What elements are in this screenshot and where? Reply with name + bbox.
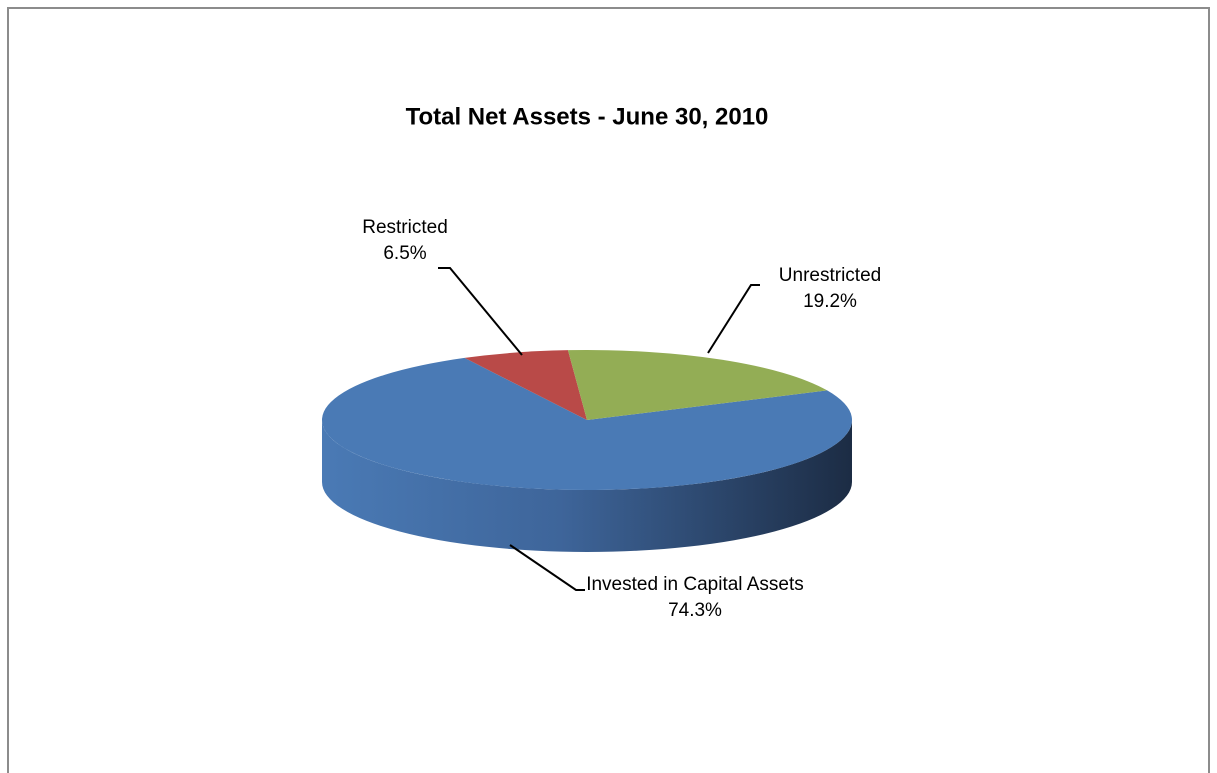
pie-side (322, 420, 852, 552)
leader-line (438, 267, 523, 356)
slice-value: 6.5% (383, 243, 427, 264)
slice-label: Unrestricted 19.2% (755, 263, 905, 315)
pie-slice (322, 357, 853, 491)
slice-value: 74.3% (668, 600, 722, 621)
leader-line (707, 284, 760, 354)
slice-name: Unrestricted (778, 265, 882, 286)
slice-name: Invested in Capital Assets (586, 574, 804, 595)
chart-title: Total Net Assets - June 30, 2010 (406, 103, 769, 130)
frame (7, 7, 1210, 773)
slice-label: Restricted 6.5% (330, 215, 480, 267)
slice-label: Invested in Capital Assets 74.3% (560, 572, 830, 624)
slice-value: 19.2% (803, 291, 857, 312)
slice-name: Restricted (362, 217, 448, 238)
pie-slice (464, 350, 587, 420)
leader-line (509, 544, 585, 591)
pie-slice (567, 350, 828, 420)
